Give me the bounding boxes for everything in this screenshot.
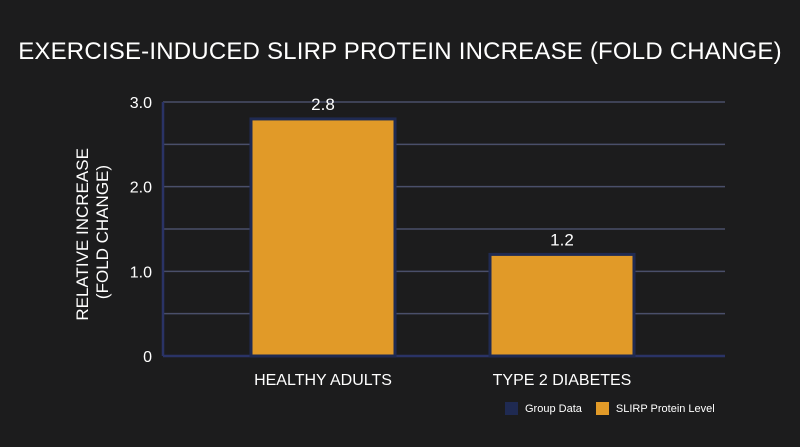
chart-title: EXERCISE-INDUCED SLIRP PROTEIN INCREASE … xyxy=(18,38,782,65)
labels: 0 1.0 2.0 3.0 2.8 HEALTHY ADULTS 1.2 TYPE 2 DIA… xyxy=(130,95,632,389)
legend-label-slirp: SLIRP Protein Level xyxy=(615,402,715,415)
y-tick-label: 1.0 xyxy=(130,264,152,281)
gridlines xyxy=(163,101,725,315)
data-label: 1.2 xyxy=(550,230,574,249)
category-label: HEALTHY ADULTS xyxy=(254,372,392,389)
legend-swatch-group-data xyxy=(505,402,518,415)
y-tick-label: 3.0 xyxy=(130,95,152,112)
y-axis-label: RELATIVE INCREASE (FOLD CHANGE) xyxy=(73,143,112,320)
bar xyxy=(249,117,397,358)
category-label: TYPE 2 DIABETES xyxy=(493,372,632,389)
legend: Group Data SLIRP Protein Level xyxy=(505,402,715,415)
legend-item-slirp: SLIRP Protein Level xyxy=(595,402,715,415)
y-axis-label-line-1: RELATIVE INCREASE xyxy=(73,148,92,321)
legend-label-group-data: Group Data xyxy=(525,402,582,415)
legend-item-group-data: Group Data xyxy=(505,402,582,415)
legend-swatch-slirp xyxy=(595,402,609,415)
bar xyxy=(488,252,636,358)
y-tick-label: 2.0 xyxy=(130,180,152,197)
data-label: 2.8 xyxy=(311,95,335,114)
y-axis-label-line-2: (FOLD CHANGE) xyxy=(93,165,112,299)
bars xyxy=(249,117,636,358)
y-tick-label: 0 xyxy=(143,349,152,366)
